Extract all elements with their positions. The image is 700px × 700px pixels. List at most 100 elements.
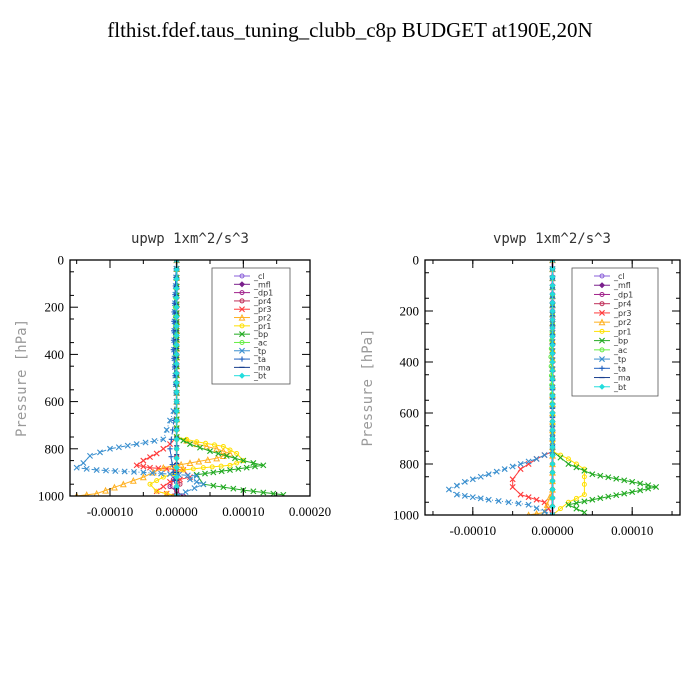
data-point-dp1 (167, 484, 173, 490)
data-point-bt (549, 282, 556, 289)
legend-marker (599, 365, 605, 371)
data-point-bp (230, 485, 237, 492)
data-point-bt (549, 358, 556, 366)
data-point-bp (250, 488, 257, 495)
data-point-pr2 (195, 457, 203, 465)
data-point-pr1 (557, 506, 563, 512)
legend-marker (239, 290, 245, 296)
x-tick-label: -0.00010 (87, 504, 134, 519)
y-axis-label: Pressure [hPa] (14, 319, 30, 437)
data-point-bt (549, 486, 556, 493)
data-point-bt (173, 398, 180, 405)
y-tick-label: 800 (45, 441, 65, 456)
data-point-bt (549, 324, 556, 332)
data-point-bt (549, 418, 556, 425)
data-point-pr2 (111, 483, 118, 491)
data-point-bp (243, 464, 250, 471)
x-tick-label: 0.00020 (289, 504, 331, 519)
data-point-pr1 (573, 461, 579, 467)
data-point-tp (461, 492, 468, 499)
data-point-bt (549, 409, 556, 417)
data-point-bt (549, 426, 556, 434)
series-line-pr2 (528, 260, 553, 515)
data-point-bp (280, 491, 287, 496)
data-point-ta (169, 461, 175, 468)
data-point-tp (140, 469, 147, 476)
data-point-pr1 (220, 443, 226, 449)
data-point-bp (187, 441, 193, 448)
data-point-bp (215, 450, 222, 457)
data-point-tp (151, 437, 158, 444)
series-line-pr3 (512, 260, 553, 515)
data-point-tp (453, 482, 460, 489)
data-point-ta (168, 454, 174, 460)
data-point-pr1 (154, 488, 160, 494)
legend-box (571, 267, 659, 397)
data-point-tp (505, 499, 512, 506)
data-point-tp (517, 461, 524, 467)
data-point-ta (170, 347, 176, 353)
data-point-tp (200, 481, 207, 488)
data-point-tp (124, 442, 131, 449)
legend-marker (598, 282, 606, 289)
data-point-pr1 (190, 466, 196, 472)
legend-marker (238, 372, 246, 379)
data-point-pr1 (234, 451, 240, 457)
legend-label: _pr1 (613, 327, 631, 336)
data-point-tp (182, 489, 189, 496)
legend-marker (239, 331, 245, 338)
data-point-bp (597, 472, 604, 479)
legend-marker (239, 306, 245, 313)
data-point-tp (453, 491, 460, 498)
data-point-tp (493, 468, 500, 475)
data-point-tp (485, 496, 492, 503)
data-point-bp (235, 465, 242, 472)
data-point-bt (173, 341, 180, 348)
data-point-pr1 (573, 495, 579, 501)
data-point-bt (173, 323, 180, 330)
data-point-bp (573, 500, 580, 507)
data-point-bt (173, 313, 180, 320)
legend-label: _cl (253, 272, 265, 281)
data-point-bt (549, 494, 556, 502)
data-point-bp (581, 498, 588, 505)
legend: _cl_mfl_dp1_pr4_pr3_pr2_pr1_bp_ac_tp_ta_… (211, 267, 291, 385)
chart-panel-1: upwp 1xm^2/s^3 Pressure [hPa] 0 200 400 600 80… (14, 231, 331, 519)
data-point-tp (525, 458, 532, 465)
data-point-tp (187, 476, 193, 483)
data-point-tp (495, 497, 502, 504)
data-point-tp (501, 466, 508, 473)
data-point-pr2 (119, 480, 127, 488)
legend-label: _mfl (613, 281, 631, 290)
data-point-bt (549, 316, 556, 323)
data-point-tp (121, 468, 128, 475)
data-point-bp (220, 484, 227, 491)
data-point-pr3 (147, 464, 153, 471)
data-point-bt (173, 426, 180, 433)
y-tick-label: 200 (45, 300, 65, 315)
data-point-pr1 (209, 464, 215, 470)
data-point-bt (549, 265, 556, 272)
data-point-tp (549, 260, 556, 263)
data-point-tp (93, 467, 100, 474)
data-point-bp (227, 467, 233, 474)
data-point-bp (589, 496, 596, 503)
data-point-pr1 (218, 463, 224, 469)
series-line-pr3 (135, 260, 191, 496)
data-point-bt (549, 477, 556, 485)
legend: _cl_mfl_dp1_pr4_pr3_pr2_pr1_bp_ac_tp_ta_… (571, 267, 659, 397)
legend-marker (599, 291, 605, 297)
data-point-pr1 (180, 467, 186, 473)
data-point-pr1 (581, 474, 587, 480)
legend-label: _ta (253, 355, 266, 364)
data-point-pr3 (533, 496, 540, 503)
data-point-bp (589, 471, 596, 478)
data-point-pr3 (140, 463, 147, 470)
legend-label: _cl (613, 272, 625, 281)
series-line-pr1 (149, 260, 245, 496)
data-point-pr1 (154, 478, 160, 484)
data-point-bt (173, 360, 180, 367)
data-point-pr2 (219, 452, 227, 459)
data-point-bt (549, 401, 556, 408)
legend-marker (239, 347, 245, 354)
